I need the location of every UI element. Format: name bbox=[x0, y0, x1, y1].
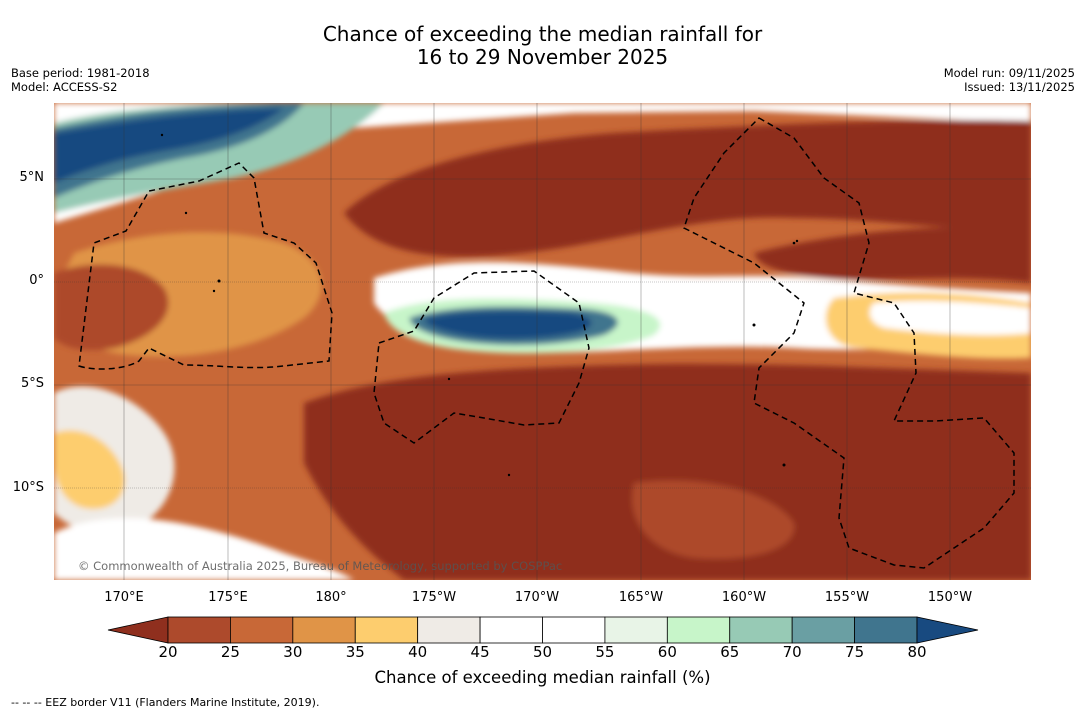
colorbar-segment-65-70 bbox=[729, 616, 793, 644]
colorbar-segment-35-40 bbox=[354, 616, 419, 644]
colorbar-tick-65: 65 bbox=[720, 643, 740, 661]
colorbar-tick-25: 25 bbox=[220, 643, 240, 661]
colorbar-tick-45: 45 bbox=[470, 643, 490, 661]
colorbar-segment-30-35 bbox=[292, 616, 356, 644]
colorbar-tick-70: 70 bbox=[782, 643, 802, 661]
region-south-dry bbox=[304, 363, 1031, 580]
eez-kiribati-gilberts bbox=[78, 162, 333, 370]
island bbox=[782, 463, 786, 467]
region-north-wet-deep bbox=[54, 108, 284, 183]
colorbar-segment-50-55 bbox=[542, 616, 606, 644]
colorbar bbox=[107, 616, 979, 644]
lat-label-0: 0° bbox=[29, 273, 44, 288]
lon-label-175w: 175°W bbox=[411, 590, 457, 605]
region-west-yellow bbox=[54, 430, 125, 509]
graticule bbox=[54, 103, 1031, 580]
region-upper-dry-south bbox=[754, 226, 1031, 283]
colorbar-extension-low bbox=[107, 616, 169, 644]
region-upper-dry bbox=[344, 120, 1031, 257]
lon-label-165w: 165°W bbox=[618, 590, 664, 605]
island bbox=[212, 289, 216, 293]
colorbar-segment-60-65 bbox=[666, 616, 731, 644]
model-run-date: Model run: 09/11/2025 bbox=[943, 66, 1075, 80]
island bbox=[184, 211, 188, 215]
lon-label-150w: 150°W bbox=[927, 590, 973, 605]
eez-kiribati-line bbox=[683, 117, 1015, 569]
region-sw-light bbox=[54, 518, 354, 580]
region-central-wet-core bbox=[424, 311, 592, 339]
copyright-notice: © Commonwealth of Australia 2025, Bureau… bbox=[78, 559, 563, 573]
island bbox=[217, 279, 221, 283]
colorbar-segment-25-30 bbox=[230, 616, 294, 644]
island bbox=[447, 377, 451, 381]
meta-right: Model run: 09/11/2025 Issued: 13/11/2025 bbox=[944, 66, 1075, 94]
lon-label-180: 180° bbox=[315, 590, 347, 605]
colorbar-tick-20: 20 bbox=[158, 643, 178, 661]
colorbar-segment-55-60 bbox=[604, 616, 668, 644]
eez-borders bbox=[78, 117, 1015, 569]
island bbox=[792, 241, 796, 245]
model-name: Model: ACCESS-S2 bbox=[11, 80, 118, 94]
lon-label-160w: 160°W bbox=[721, 590, 767, 605]
map-title-line1: Chance of exceeding the median rainfall … bbox=[322, 22, 763, 46]
island bbox=[795, 239, 799, 243]
colorbar-segment-70-75 bbox=[791, 616, 855, 644]
lon-label-170e: 170°E bbox=[104, 590, 144, 605]
colorbar-title: Chance of exceeding median rainfall (%) bbox=[374, 668, 711, 687]
region-east-white bbox=[869, 300, 1031, 336]
colorbar-tick-30: 30 bbox=[283, 643, 303, 661]
colorbar-tick-50: 50 bbox=[532, 643, 553, 661]
colorbar-tick-75: 75 bbox=[845, 643, 865, 661]
lon-label-155w: 155°W bbox=[824, 590, 870, 605]
map-title-line2: 16 to 29 November 2025 bbox=[416, 45, 669, 69]
colorbar-tick-80: 80 bbox=[907, 643, 927, 661]
islands bbox=[160, 133, 799, 477]
issued-date: Issued: 13/11/2025 bbox=[964, 80, 1075, 94]
island bbox=[752, 323, 756, 327]
eez-legend: -- -- -- EEZ border V11 (Flanders Marine… bbox=[11, 696, 320, 709]
colorbar-segment-45-50 bbox=[479, 616, 543, 644]
base-period: Base period: 1981-2018 bbox=[11, 66, 150, 80]
lon-label-170w: 170°W bbox=[514, 590, 560, 605]
lat-label-10s: 10°S bbox=[12, 480, 44, 495]
region-south-orange bbox=[632, 480, 795, 559]
region-west-dry bbox=[54, 264, 169, 350]
meta-left: Base period: 1981-2018 Model: ACCESS-S2 bbox=[11, 66, 150, 94]
colorbar-tick-40: 40 bbox=[408, 643, 428, 661]
colorbar-segment-20-25 bbox=[167, 616, 231, 644]
colorbar-extension-high bbox=[916, 616, 979, 644]
lon-label-175e: 175°E bbox=[208, 590, 248, 605]
colorbar-tick-35: 35 bbox=[345, 643, 365, 661]
lat-label-5s: 5°S bbox=[20, 376, 44, 391]
colorbar-segment-40-45 bbox=[417, 616, 481, 644]
lat-label-5n: 5°N bbox=[19, 170, 45, 185]
eez-kiribati-phoenix bbox=[373, 270, 590, 444]
colorbar-segment-75-80 bbox=[854, 616, 918, 644]
colorbar-tick-55: 55 bbox=[595, 643, 615, 661]
colorbar-tick-60: 60 bbox=[657, 643, 677, 661]
island bbox=[507, 473, 511, 477]
island bbox=[160, 133, 164, 137]
rainfall-probability-map bbox=[54, 103, 1031, 580]
